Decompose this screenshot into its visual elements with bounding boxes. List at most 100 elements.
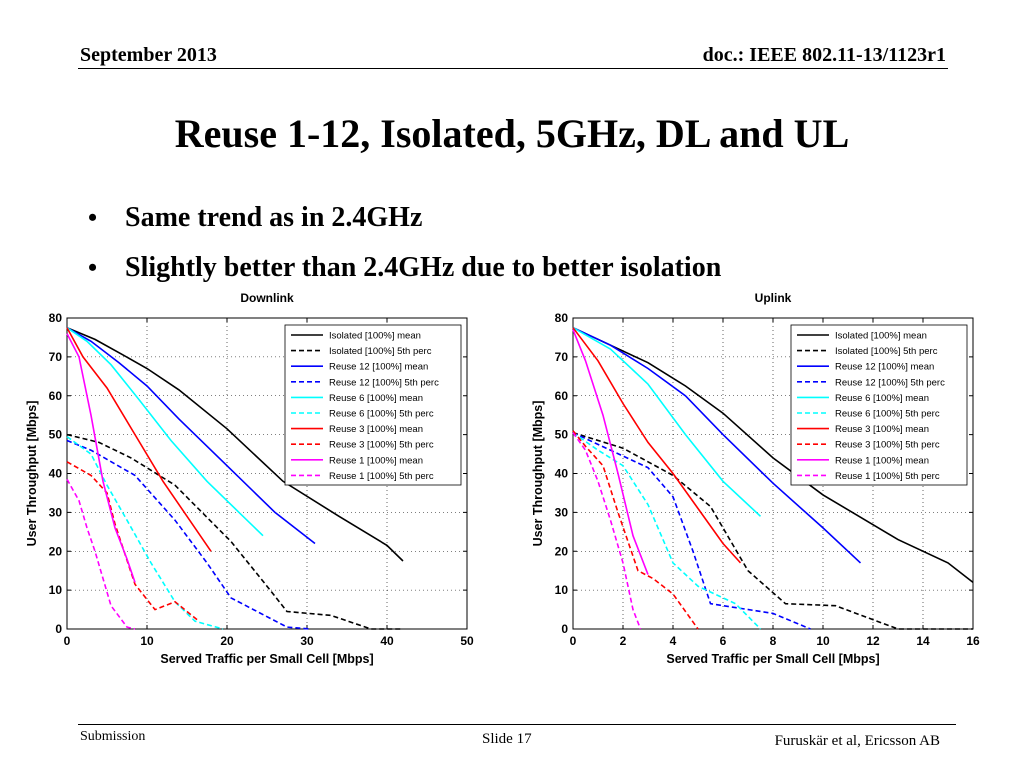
uplink-chart: Uplink 0 2 4 6 8 10 12 14 16 0 10 20 30 40 50 60 70 80 Serv…	[528, 288, 990, 670]
series-line	[66, 435, 224, 630]
legend-label: Reuse 1 [100%] 5th perc	[329, 471, 434, 482]
series-line	[572, 431, 811, 630]
series-line	[66, 326, 404, 562]
header-date: September 2013	[80, 44, 217, 66]
x-tick-label: 8	[770, 634, 777, 648]
y-tick-label: 60	[555, 389, 569, 403]
x-tick-label: 50	[460, 634, 474, 648]
series-line	[66, 439, 312, 630]
legend-label: Reuse 6 [100%] 5th perc	[835, 409, 940, 420]
legend-label: Isolated [100%] 5th perc	[835, 346, 938, 357]
downlink-chart-svg: Downlink 0 10 20 30 40 50 0 10 20 30 40 50 60 70 80 Serv…	[25, 291, 474, 666]
series-line	[66, 333, 136, 583]
footer-author: Furuskär et al, Ericsson AB	[774, 733, 940, 749]
legend-label: Reuse 1 [100%] 5th perc	[835, 471, 940, 482]
series-line	[572, 327, 762, 517]
y-tick-label: 10	[49, 583, 63, 597]
x-axis-label: Served Traffic per Small Cell [Mbps]	[160, 652, 373, 666]
x-tick-label: 12	[866, 634, 880, 648]
legend-label: Reuse 12 [100%] mean	[329, 362, 428, 373]
series-line	[572, 329, 649, 575]
legend-label: Reuse 6 [100%] mean	[835, 393, 929, 404]
series-line	[66, 327, 212, 552]
series-line	[572, 326, 862, 564]
legend-label: Reuse 3 [100%] mean	[835, 424, 929, 435]
bullet-item: • Slightly better than 2.4GHz due to bet…	[88, 252, 721, 302]
downlink-chart: Downlink 0 10 20 30 40 50 0 10 20 30 40 50 60 70 80 Serv…	[22, 288, 484, 670]
x-tick-label: 20	[220, 634, 234, 648]
x-tick-label: 40	[380, 634, 394, 648]
x-axis-label: Served Traffic per Small Cell [Mbps]	[666, 652, 879, 666]
series-line	[66, 461, 200, 622]
legend-label: Isolated [100%] mean	[835, 331, 927, 342]
slide-title: Reuse 1-12, Isolated, 5GHz, DL and UL	[174, 111, 850, 156]
y-tick-label: 70	[49, 350, 63, 364]
x-tick-label: 30	[300, 634, 314, 648]
series-line	[572, 432, 642, 630]
y-tick-label: 50	[555, 428, 569, 442]
bullet-dot-icon: •	[88, 253, 98, 282]
series-line	[572, 327, 742, 564]
x-tick-label: 2	[620, 634, 627, 648]
y-tick-label: 70	[555, 350, 569, 364]
series-line	[66, 478, 136, 630]
y-axis-label: User Throughput [Mbps]	[25, 401, 39, 547]
footer-submission: Submission	[80, 729, 146, 744]
y-tick-label: 60	[49, 389, 63, 403]
x-tick-label: 0	[570, 634, 577, 648]
y-tick-label: 80	[49, 311, 63, 325]
header-divider	[78, 68, 948, 69]
bullet-list: • Same trend as in 2.4GHz • Slightly bet…	[88, 202, 721, 302]
y-tick-label: 40	[555, 467, 569, 481]
x-tick-label: 4	[670, 634, 677, 648]
legend-label: Isolated [100%] mean	[329, 331, 421, 342]
legend-label: Reuse 12 [100%] 5th perc	[329, 377, 439, 388]
legend-label: Reuse 3 [100%] 5th perc	[835, 440, 940, 451]
y-tick-label: 30	[555, 505, 569, 519]
series-line	[66, 327, 264, 537]
x-tick-label: 16	[966, 634, 980, 648]
y-axis-label: User Throughput [Mbps]	[531, 401, 545, 547]
x-tick-label: 14	[916, 634, 930, 648]
legend-box	[790, 324, 968, 486]
x-tick-label: 6	[720, 634, 727, 648]
x-tick-label: 0	[64, 634, 71, 648]
series-line	[66, 433, 403, 630]
header-doc-id: doc.: IEEE 802.11-13/1123r1	[702, 44, 946, 66]
legend-label: Reuse 12 [100%] 5th perc	[835, 377, 945, 388]
y-tick-label: 20	[49, 544, 63, 558]
bullet-item: • Same trend as in 2.4GHz	[88, 202, 721, 252]
y-tick-label: 40	[49, 467, 63, 481]
y-tick-label: 80	[555, 311, 569, 325]
y-tick-label: 20	[555, 544, 569, 558]
y-tick-label: 0	[55, 622, 62, 636]
legend-label: Reuse 3 [100%] 5th perc	[329, 440, 434, 451]
chart-title: Downlink	[240, 291, 294, 305]
series-line	[572, 430, 699, 630]
legend-label: Reuse 1 [100%] mean	[835, 455, 929, 466]
legend-label: Isolated [100%] 5th perc	[329, 346, 432, 357]
legend-label: Reuse 6 [100%] 5th perc	[329, 409, 434, 420]
series-line	[66, 327, 316, 545]
y-tick-label: 30	[49, 505, 63, 519]
y-tick-label: 0	[561, 622, 568, 636]
x-tick-label: 10	[816, 634, 830, 648]
bullet-text: Slightly better than 2.4GHz due to bette…	[125, 252, 722, 283]
footer-divider	[78, 724, 956, 725]
legend-box	[284, 324, 462, 486]
bullet-text: Same trend as in 2.4GHz	[125, 202, 423, 233]
y-tick-label: 50	[49, 428, 63, 442]
footer-slide-number: Slide 17	[482, 731, 532, 747]
legend-label: Reuse 1 [100%] mean	[329, 455, 423, 466]
x-tick-label: 10	[140, 634, 154, 648]
series-line	[572, 432, 762, 630]
series-line	[572, 431, 973, 630]
uplink-chart-svg: Uplink 0 2 4 6 8 10 12 14 16 0 10 20 30 40 50 60 70 80 Serv…	[531, 291, 980, 666]
legend-label: Reuse 6 [100%] mean	[329, 393, 423, 404]
chart-title: Uplink	[755, 291, 792, 305]
legend-label: Reuse 12 [100%] mean	[835, 362, 934, 373]
legend-label: Reuse 3 [100%] mean	[329, 424, 423, 435]
y-tick-label: 10	[555, 583, 569, 597]
bullet-dot-icon: •	[88, 203, 98, 232]
series-line	[572, 326, 974, 584]
